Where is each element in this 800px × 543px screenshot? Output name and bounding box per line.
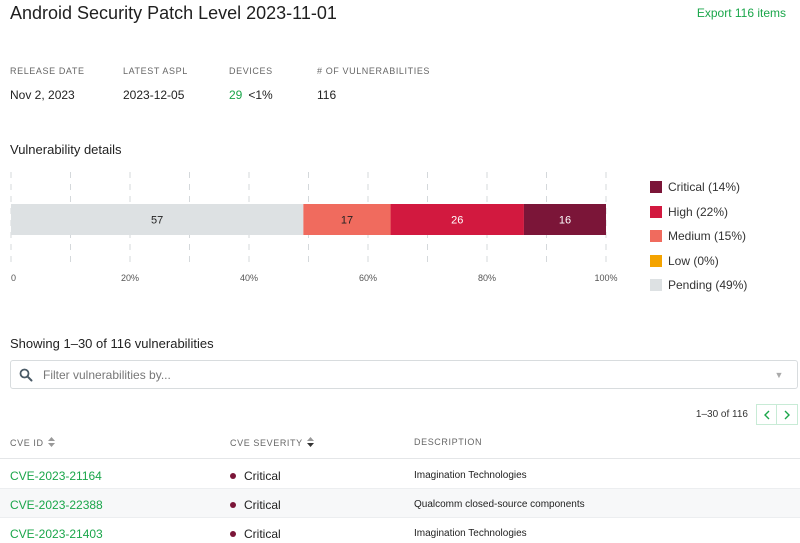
pagination-range: 1–30 of 116: [695, 409, 748, 420]
legend-item: Low (0%): [650, 249, 747, 274]
legend-swatch: [650, 254, 662, 267]
x-tick-label: 100%: [594, 273, 617, 283]
legend-swatch: [650, 279, 662, 292]
severity-cell: Critical: [230, 527, 281, 541]
severity-cell: Critical: [230, 498, 281, 512]
pagination: 1–30 of 116: [696, 404, 798, 425]
x-tick-label: 60%: [359, 273, 377, 283]
filter-input[interactable]: [43, 367, 769, 382]
search-icon: [11, 368, 37, 382]
stat-latest-aspl: LATEST ASPL 2023-12-05: [123, 66, 188, 102]
sort-descending-icon: [306, 437, 314, 449]
x-tick-label: 80%: [478, 273, 496, 283]
bar-data-label: 26: [451, 215, 463, 227]
stat-release-date: RELEASE DATE Nov 2, 2023: [10, 66, 85, 102]
stat-label: LATEST ASPL: [123, 66, 188, 76]
stat-label: # OF VULNERABILITIES: [317, 66, 431, 76]
bar-segment-high: [390, 204, 524, 235]
stat-vulnerabilities: # OF VULNERABILITIES 116: [317, 66, 430, 102]
severity-label: Critical: [244, 469, 281, 483]
chart-svg: 57 17 26 16 0 20% 40% 60% 80% 100%: [10, 172, 618, 283]
severity-dot: [230, 473, 236, 479]
next-page-button[interactable]: [777, 404, 798, 425]
chevron-down-icon[interactable]: ▼: [774, 369, 784, 380]
chart-legend: Critical (14%) High (22%) Medium (15%) Low …: [650, 175, 747, 298]
column-label: DESCRIPTION: [414, 437, 483, 447]
legend-label: Critical (14%): [668, 180, 741, 195]
severity-dot: [230, 531, 236, 537]
cve-link[interactable]: CVE-2023-21164: [10, 469, 102, 483]
description-cell: Imagination Technologies: [414, 470, 527, 481]
severity-cell: Critical: [230, 469, 281, 483]
legend-label: Pending (49%): [668, 278, 748, 293]
severity-dot: [230, 502, 236, 508]
bar-data-label: 57: [151, 215, 163, 227]
severity-label: Critical: [244, 498, 281, 512]
table-row: CVE-2023-21403 Critical Imagination Tech…: [0, 518, 800, 543]
x-tick-label: 20%: [121, 273, 139, 283]
stat-value: Nov 2, 2023: [10, 88, 75, 102]
cve-link[interactable]: CVE-2023-21403: [10, 527, 103, 541]
vulnerability-details-title: Vulnerability details: [10, 142, 122, 157]
stat-devices: DEVICES 29 <1%: [229, 66, 273, 102]
column-header-description: DESCRIPTION: [414, 437, 482, 447]
legend-item: Pending (49%): [650, 273, 747, 298]
filter-box[interactable]: ▼: [10, 360, 798, 389]
column-label: CVE SEVERITY: [230, 438, 303, 448]
showing-count: Showing 1–30 of 116 vulnerabilities: [10, 336, 214, 351]
bar-data-label: 17: [341, 215, 353, 227]
description-cell: Imagination Technologies: [414, 528, 527, 539]
legend-label: Medium (15%): [668, 229, 747, 244]
stat-value: 2023-12-05: [123, 88, 185, 102]
cve-link[interactable]: CVE-2023-22388: [10, 498, 103, 512]
stat-label: RELEASE DATE: [10, 66, 85, 76]
description-cell: Qualcomm closed-source components: [414, 499, 585, 510]
stat-value: 116: [317, 88, 337, 102]
table-header: CVE ID CVE SEVERITY DESCRIPTION: [0, 432, 800, 459]
sort-icon: [47, 437, 55, 449]
legend-item: Medium (15%): [650, 224, 747, 249]
chevron-right-icon: [784, 410, 790, 419]
legend-swatch: [650, 205, 662, 218]
stat-value: 29 <1%: [229, 88, 273, 102]
legend-swatch: [650, 181, 662, 194]
vulnerability-chart: 57 17 26 16 0 20% 40% 60% 80% 100%: [0, 170, 630, 290]
bar-segment-medium: [303, 204, 391, 235]
column-header-severity[interactable]: CVE SEVERITY: [230, 437, 314, 449]
page-title: Android Security Patch Level 2023-11-01: [10, 3, 337, 23]
severity-label: Critical: [244, 527, 281, 541]
x-tick-label: 0: [11, 273, 16, 283]
legend-label: Low (0%): [668, 253, 719, 268]
devices-count-link[interactable]: 29: [229, 88, 243, 102]
column-header-cve-id[interactable]: CVE ID: [10, 437, 55, 449]
prev-page-button[interactable]: [756, 404, 777, 425]
export-link[interactable]: Export 116 items: [696, 6, 786, 20]
legend-item: Critical (14%): [650, 175, 747, 200]
x-tick-label: 40%: [240, 273, 258, 283]
bar-data-label: 16: [559, 215, 571, 227]
column-label: CVE ID: [10, 438, 44, 448]
bar-segment-critical: [523, 204, 606, 235]
legend-label: High (22%): [668, 204, 729, 219]
legend-swatch: [650, 230, 662, 243]
bar-segment-pending: [11, 204, 304, 235]
table-row: CVE-2023-21164 Critical Imagination Tech…: [0, 460, 800, 489]
devices-percent: <1%: [248, 88, 273, 102]
table-row: CVE-2023-22388 Critical Qualcomm closed-…: [0, 489, 800, 518]
legend-item: High (22%): [650, 200, 747, 225]
stat-label: DEVICES: [229, 66, 273, 76]
chevron-left-icon: [763, 410, 769, 419]
